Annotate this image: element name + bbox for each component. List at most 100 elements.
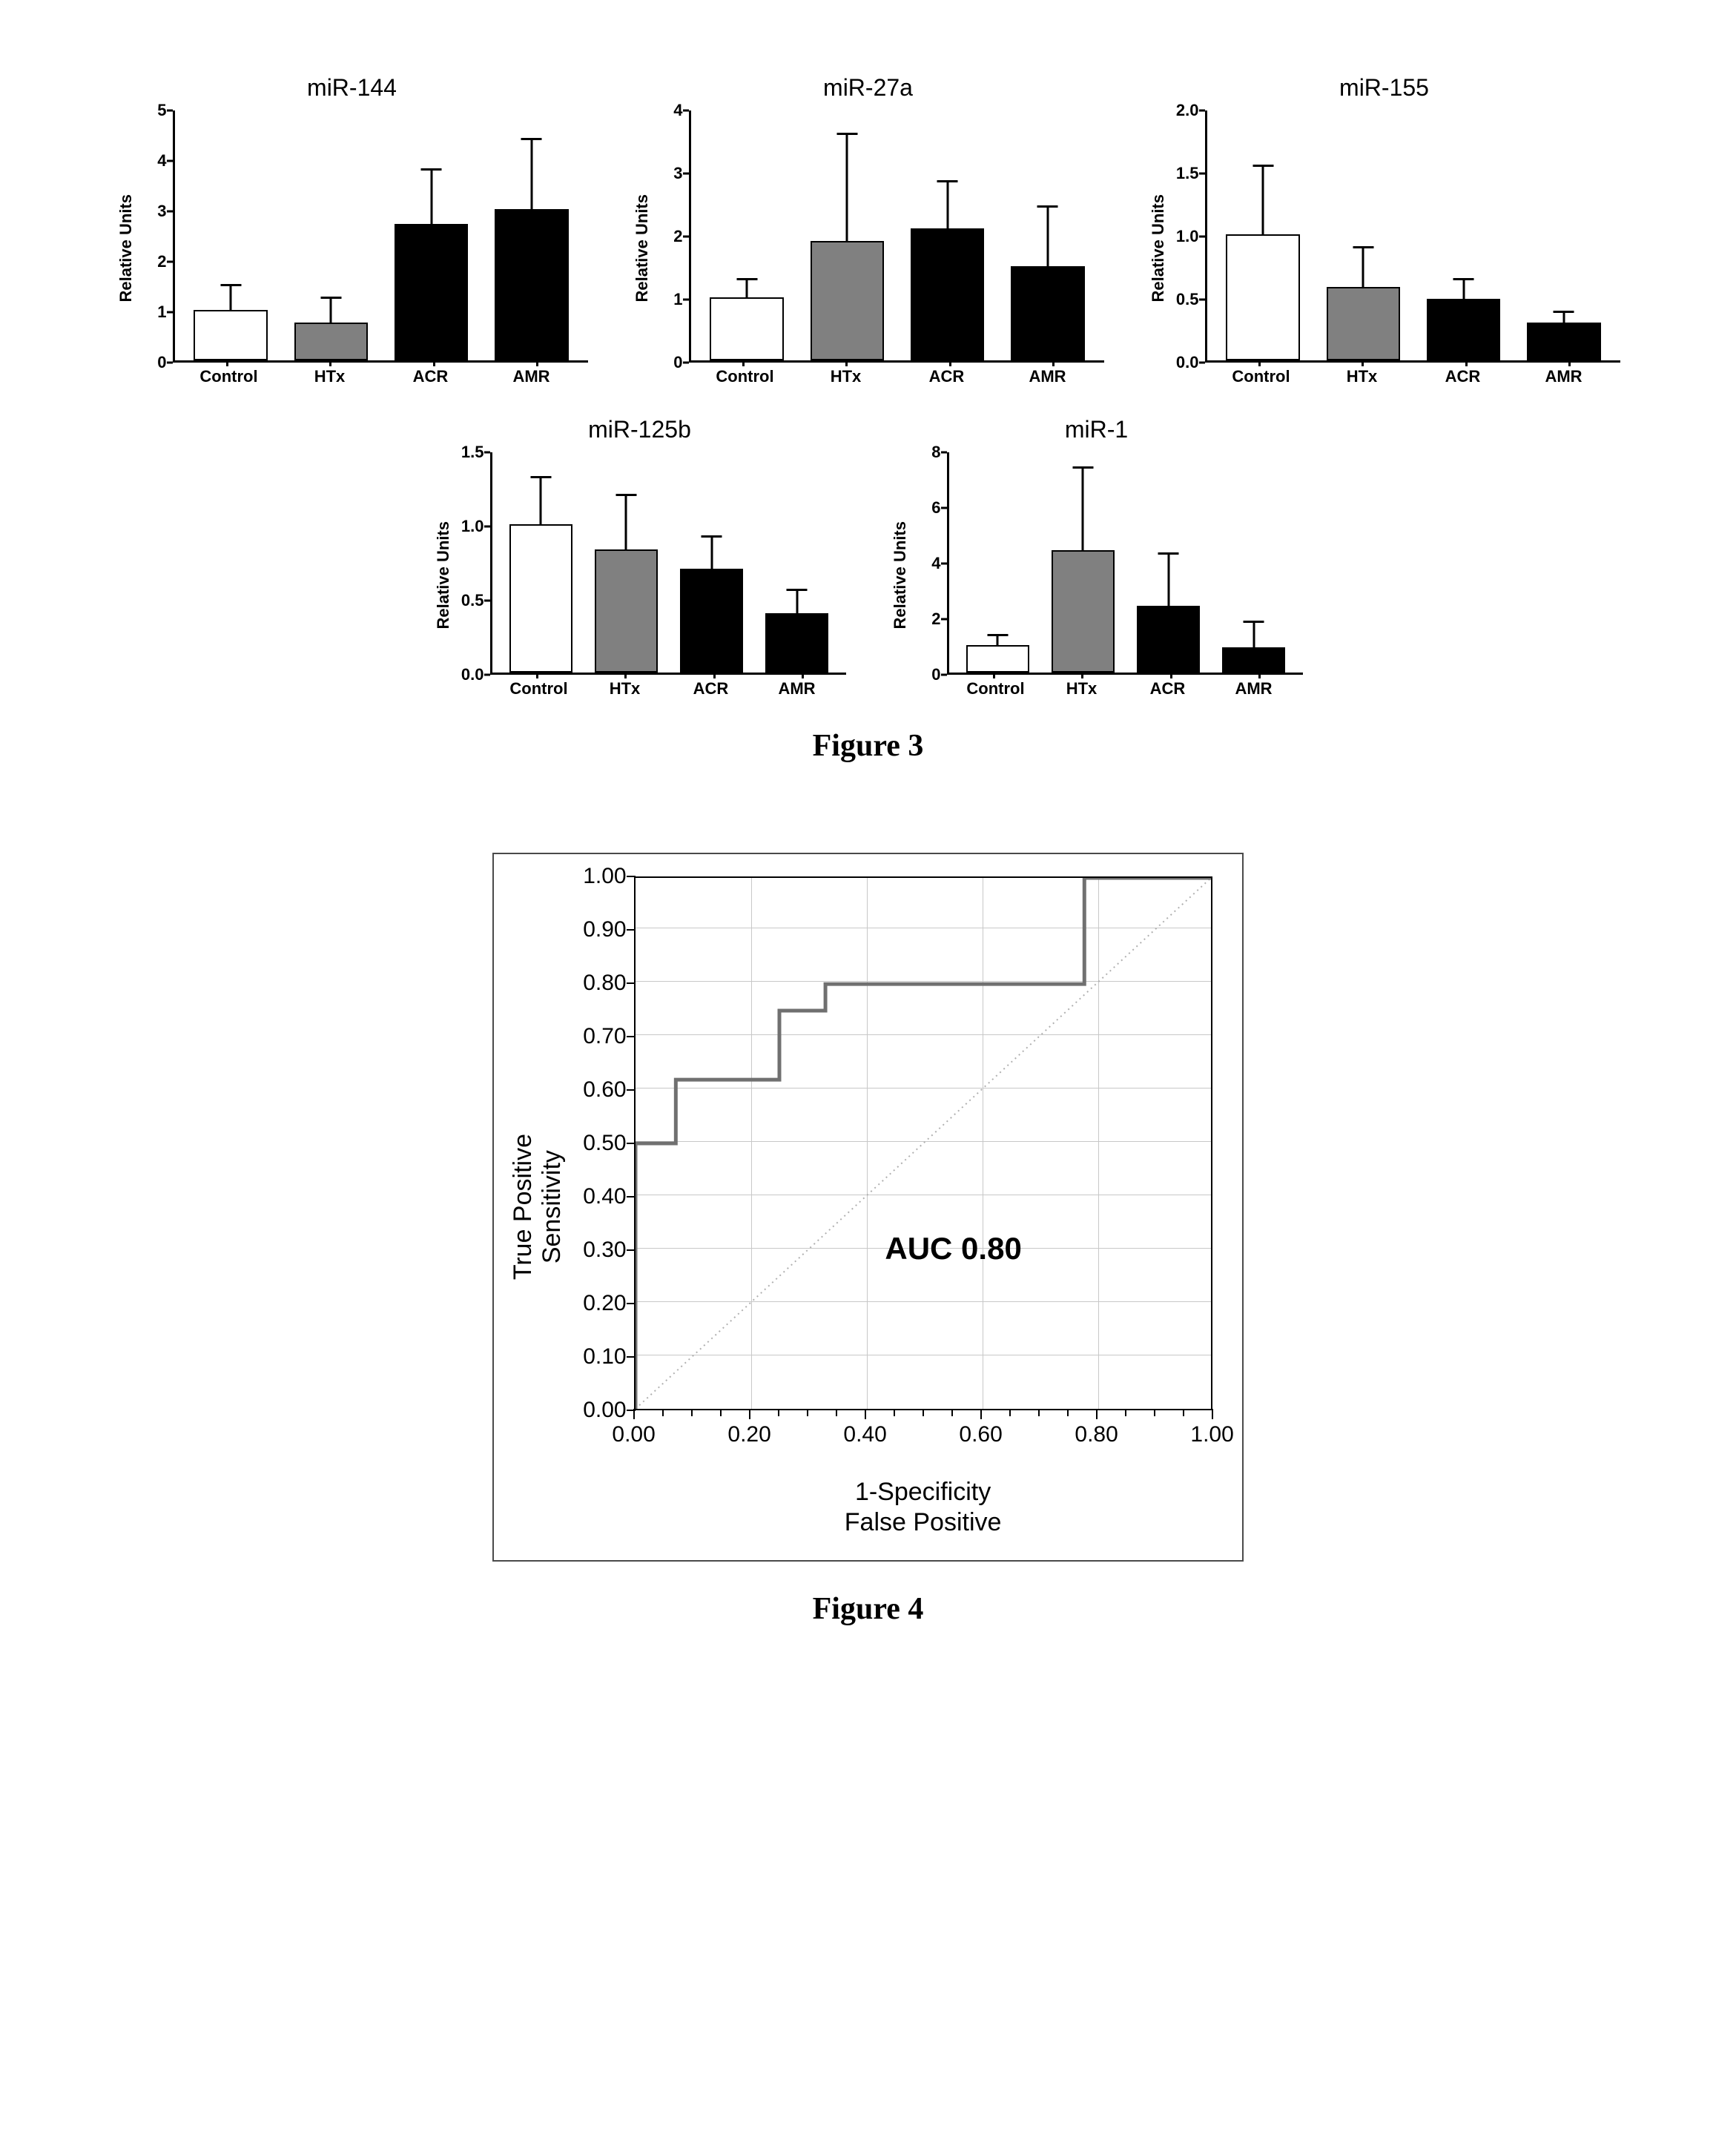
- errorbar-cap: [530, 476, 551, 478]
- errorbar-cap: [320, 297, 341, 299]
- xlabel-HTx: HTx: [585, 679, 664, 698]
- bar-ACR: [1427, 299, 1501, 360]
- xlabels: ControlHTxACRAMR: [947, 679, 1303, 698]
- roc-xtick-minor: [662, 1409, 664, 1416]
- xtick: [329, 360, 331, 366]
- chart-wrap: Relative Units01234ControlHTxACRAMR: [633, 110, 1104, 386]
- roc-xtick-major: [749, 1409, 750, 1419]
- errorbar: [946, 182, 948, 230]
- xtick: [713, 673, 716, 678]
- chart-wrap: Relative Units012345ControlHTxACRAMR: [116, 110, 588, 386]
- ytick-label: 1: [673, 290, 682, 309]
- xlabel-AMR: AMR: [757, 679, 836, 698]
- xtick: [536, 360, 538, 366]
- ytick-mark: [1199, 110, 1205, 112]
- errorbar: [330, 299, 332, 324]
- ytick-label: 0.0: [461, 665, 484, 684]
- errorbar: [1046, 208, 1049, 268]
- plot-area: [947, 452, 1303, 675]
- xtick: [1362, 360, 1364, 366]
- bar-ACR: [680, 569, 743, 673]
- bar-group-Control: [501, 452, 580, 673]
- plot-area: [173, 110, 588, 363]
- ytick-label: 8: [931, 443, 940, 462]
- bar-group-Control: [185, 110, 277, 360]
- ytick-mark: [167, 211, 173, 213]
- panel-title: miR-155: [1339, 74, 1429, 102]
- ytick-mark: [1199, 362, 1205, 364]
- errorbar-cap: [836, 133, 857, 135]
- xtick: [1052, 360, 1055, 366]
- xtick: [1081, 673, 1083, 678]
- bar-group-AMR: [1002, 110, 1094, 360]
- plot-area: [490, 452, 846, 675]
- ytick-label: 4: [931, 554, 940, 573]
- ytick-mark: [167, 261, 173, 263]
- ytick-mark: [1199, 299, 1205, 301]
- ytick-mark: [484, 674, 490, 676]
- roc-xtick-label: 1.00: [1190, 1422, 1233, 1447]
- xtick: [1465, 360, 1468, 366]
- panel-miR-1: miR-1Relative Units02468ControlHTxACRAMR: [891, 416, 1303, 698]
- ytick-label: 0.5: [1176, 290, 1199, 309]
- ytick-mark: [941, 563, 947, 565]
- roc-xtick-minor: [836, 1409, 837, 1416]
- roc-xtick-major: [980, 1409, 982, 1419]
- ytick-mark: [683, 236, 689, 238]
- ylabel: Relative Units: [1149, 194, 1168, 303]
- bar-AMR: [765, 613, 828, 673]
- roc-xaxis: 0.000.200.400.600.801.00: [634, 1410, 1212, 1440]
- ytick-label: 2.0: [1176, 101, 1199, 120]
- roc-xtick-minor: [1067, 1409, 1069, 1416]
- roc-xtick-minor: [1038, 1409, 1040, 1416]
- xlabels: ControlHTxACRAMR: [689, 367, 1104, 386]
- figure-4: True Positive Sensitivity 0.000.100.200.…: [111, 853, 1625, 1716]
- roc-ytick-label: 0.40: [583, 1184, 626, 1209]
- xtick: [949, 360, 951, 366]
- bar-AMR: [1222, 647, 1285, 673]
- ytick-label: 0: [157, 353, 166, 372]
- errorbar-cap: [1453, 278, 1474, 280]
- errorbar-cap: [1037, 205, 1058, 208]
- bar-Control: [966, 645, 1029, 673]
- bar-HTx: [1052, 550, 1115, 673]
- bar-HTx: [1327, 287, 1401, 360]
- ytick-mark: [167, 311, 173, 314]
- ytick-mark: [484, 600, 490, 602]
- bar-group-HTx: [1317, 110, 1409, 360]
- xlabel-HTx: HTx: [1316, 367, 1408, 386]
- roc-xtick-minor: [778, 1409, 779, 1416]
- roc-xtick-label: 0.20: [727, 1422, 770, 1447]
- ytick-label: 1.0: [1176, 227, 1199, 246]
- errorbar-cap: [1244, 621, 1264, 623]
- roc-ytick-label: 0.00: [583, 1398, 626, 1423]
- xlabel-HTx: HTx: [283, 367, 376, 386]
- roc-ytick-label: 0.80: [583, 971, 626, 996]
- xlabel-AMR: AMR: [1517, 367, 1610, 386]
- errorbar-cap: [937, 180, 958, 182]
- xlabel-ACR: ACR: [384, 367, 477, 386]
- errorbar: [230, 286, 232, 311]
- roc-ytick-label: 0.10: [583, 1344, 626, 1370]
- xtick: [742, 360, 745, 366]
- errorbar-cap: [1158, 552, 1179, 555]
- roc-plot-area: AUC 0.80: [634, 876, 1212, 1410]
- roc-xtick-label: 0.60: [959, 1422, 1002, 1447]
- bar-group-ACR: [385, 110, 477, 360]
- ytick-label: 4: [157, 151, 166, 171]
- xlabel-ACR: ACR: [671, 679, 750, 698]
- roc-xtick-label: 0.00: [612, 1422, 655, 1447]
- ytick-label: 0: [673, 353, 682, 372]
- bar-group-ACR: [1129, 452, 1208, 673]
- errorbar: [1082, 469, 1084, 552]
- bar-HTx: [294, 323, 369, 360]
- errorbar-cap: [702, 535, 722, 538]
- xtick: [226, 360, 228, 366]
- errorbar: [540, 478, 542, 526]
- plot-col: ControlHTxACRAMR: [947, 452, 1303, 698]
- roc-svg: [636, 878, 1211, 1409]
- errorbar-cap: [421, 168, 442, 171]
- panel-miR-27a: miR-27aRelative Units01234ControlHTxACRA…: [633, 74, 1104, 386]
- errorbar-cap: [736, 278, 757, 280]
- roc-xtick-minor: [1154, 1409, 1155, 1416]
